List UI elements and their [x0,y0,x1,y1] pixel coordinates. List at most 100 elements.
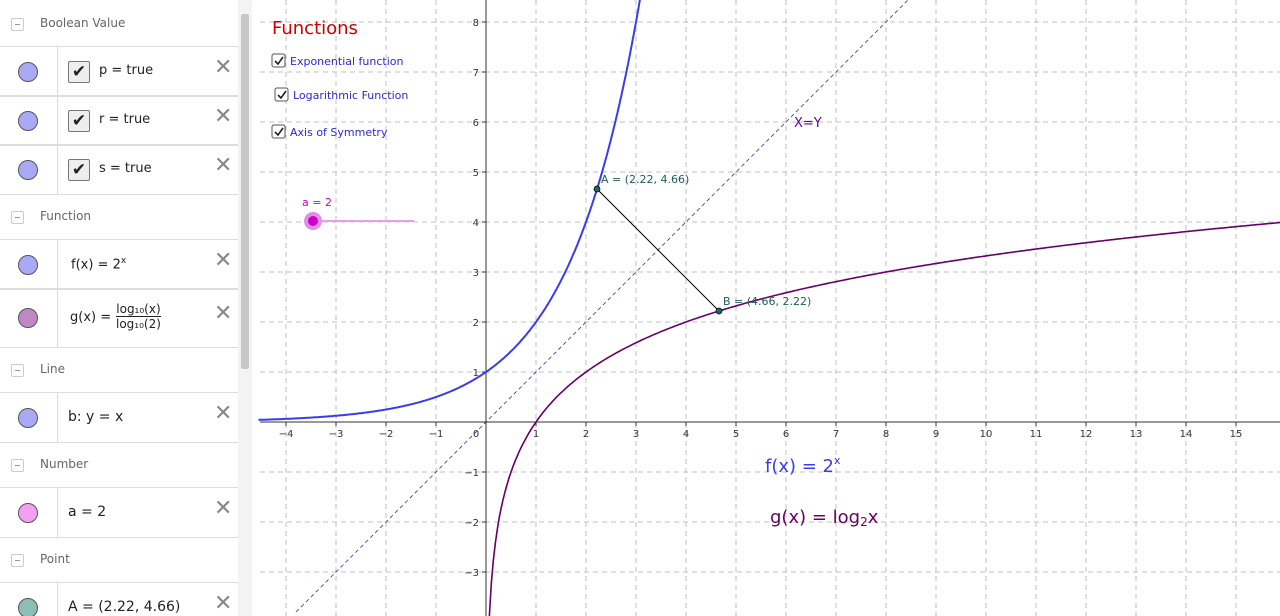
collapse-toggle[interactable] [11,554,24,567]
algebra-row: ✕ ✔ r = true [0,95,238,146]
check-mark [274,56,284,66]
y-tick-label: 8 [473,18,479,29]
algebra-row: ✕ ✔ s = true [0,144,238,195]
delete-button[interactable]: ✕ [214,400,233,426]
x-tick-label: 6 [783,429,789,440]
check-mark [274,127,284,137]
y-tick-label: −3 [464,568,479,579]
group-header: Line [0,346,238,392]
point[interactable] [715,307,723,315]
divider [57,393,58,442]
delete-button[interactable]: ✕ [214,103,233,129]
algebra-row: ✕ b: y = x [0,392,238,443]
item-text: f(x) = 2x [71,255,127,272]
divider [57,583,58,616]
symmetry-line [295,0,909,613]
y-tick-label: −1 [464,468,479,479]
group-title: Point [40,552,70,566]
point[interactable] [593,185,601,193]
exponential-curve [258,0,641,421]
item-text: g(x) = [70,310,112,325]
group-title: Number [40,457,89,471]
group-header: Boolean Value [0,0,238,46]
point-label: B = (4.66, 2.22) [723,295,811,308]
collapse-toggle[interactable] [11,364,24,377]
algebra-row: ✕ f(x) = 2x [0,239,238,290]
segment-ab [596,188,720,312]
divider [57,488,58,537]
line-label: X=Y [794,116,822,131]
checkbox[interactable]: ✔ [68,60,90,83]
collapse-toggle[interactable] [11,211,24,224]
slider-label: a = 2 [302,196,332,209]
x-tick-label: −2 [379,429,394,440]
delete-button[interactable]: ✕ [214,590,233,616]
x-tick-label: −4 [279,429,294,440]
x-tick-label: 0 [473,429,479,440]
x-tick-label: −3 [329,429,344,440]
item-text: a = 2 [68,503,107,520]
x-tick-label: 4 [683,429,689,440]
collapse-toggle[interactable] [11,459,24,472]
y-tick-label: 3 [473,268,479,279]
x-tick-label: 9 [933,429,939,440]
checkbox[interactable] [274,87,289,102]
denominator: log₁₀(2) [116,317,161,331]
visibility-toggle[interactable] [18,502,38,523]
algebra-row: ✕ A = (2.22, 4.66) [0,582,238,616]
graphics-title: Functions [272,18,358,39]
algebra-row: ✕ g(x) = log₁₀(x) log₁₀(2) [0,288,238,348]
x-tick-label: 12 [1080,429,1093,440]
slider-handle[interactable] [304,212,322,230]
y-tick-label: 2 [473,318,479,329]
superscript: x [120,255,127,266]
item-text: s = true [99,160,152,176]
y-tick-label: 7 [473,68,479,79]
checkbox[interactable] [271,53,286,68]
divider [57,240,58,289]
delete-button[interactable]: ✕ [214,152,233,178]
visibility-toggle[interactable] [18,597,38,616]
checkbox-label: Exponential function [290,55,404,68]
f-label: f(x) = 2x [765,454,841,477]
x-tick-label: 11 [1030,429,1043,440]
visibility-toggle[interactable] [18,407,38,428]
algebra-row: ✕ ✔ p = true [0,46,238,97]
visibility-toggle[interactable] [18,159,38,180]
item-text: A = (2.22, 4.66) [68,598,181,615]
checkbox-label: Logarithmic Function [293,89,408,102]
group-header: Function [0,193,238,239]
checkbox[interactable]: ✔ [68,109,90,132]
y-tick-label: 6 [473,118,479,129]
x-tick-label: 10 [980,429,993,440]
scroll-thumb[interactable] [241,14,249,369]
visibility-toggle[interactable] [18,110,38,131]
item-text: p = true [99,62,154,78]
collapse-toggle[interactable] [11,18,24,31]
x-tick-label: 3 [633,429,639,440]
x-tick-label: 7 [833,429,839,440]
log-curve [488,221,1280,616]
delete-button[interactable]: ✕ [214,301,233,326]
y-tick-label: −2 [464,518,479,529]
y-tick-label: 4 [473,218,479,229]
check-mark [277,90,287,100]
y-tick-label: 1 [473,368,479,379]
algebra-view: Boolean Value ✕ ✔ p = true ✕ ✔ r = true ✕ ✔ s = t… [0,0,239,616]
x-tick-label: 8 [883,429,889,440]
g-label: g(x) = log2x [770,507,879,529]
checkbox[interactable]: ✔ [68,158,90,181]
delete-button[interactable]: ✕ [214,54,233,80]
x-tick-label: 5 [733,429,739,440]
visibility-toggle[interactable] [18,254,38,275]
visibility-toggle[interactable] [18,61,38,82]
visibility-toggle[interactable] [18,308,38,328]
numerator: log₁₀(x) [116,302,161,317]
delete-button[interactable]: ✕ [214,495,233,521]
x-tick-label: 2 [583,429,589,440]
group-title: Boolean Value [40,16,126,30]
checkbox[interactable] [271,124,286,139]
group-header: Point [0,536,238,582]
delete-button[interactable]: ✕ [214,247,233,273]
group-title: Line [40,362,66,376]
